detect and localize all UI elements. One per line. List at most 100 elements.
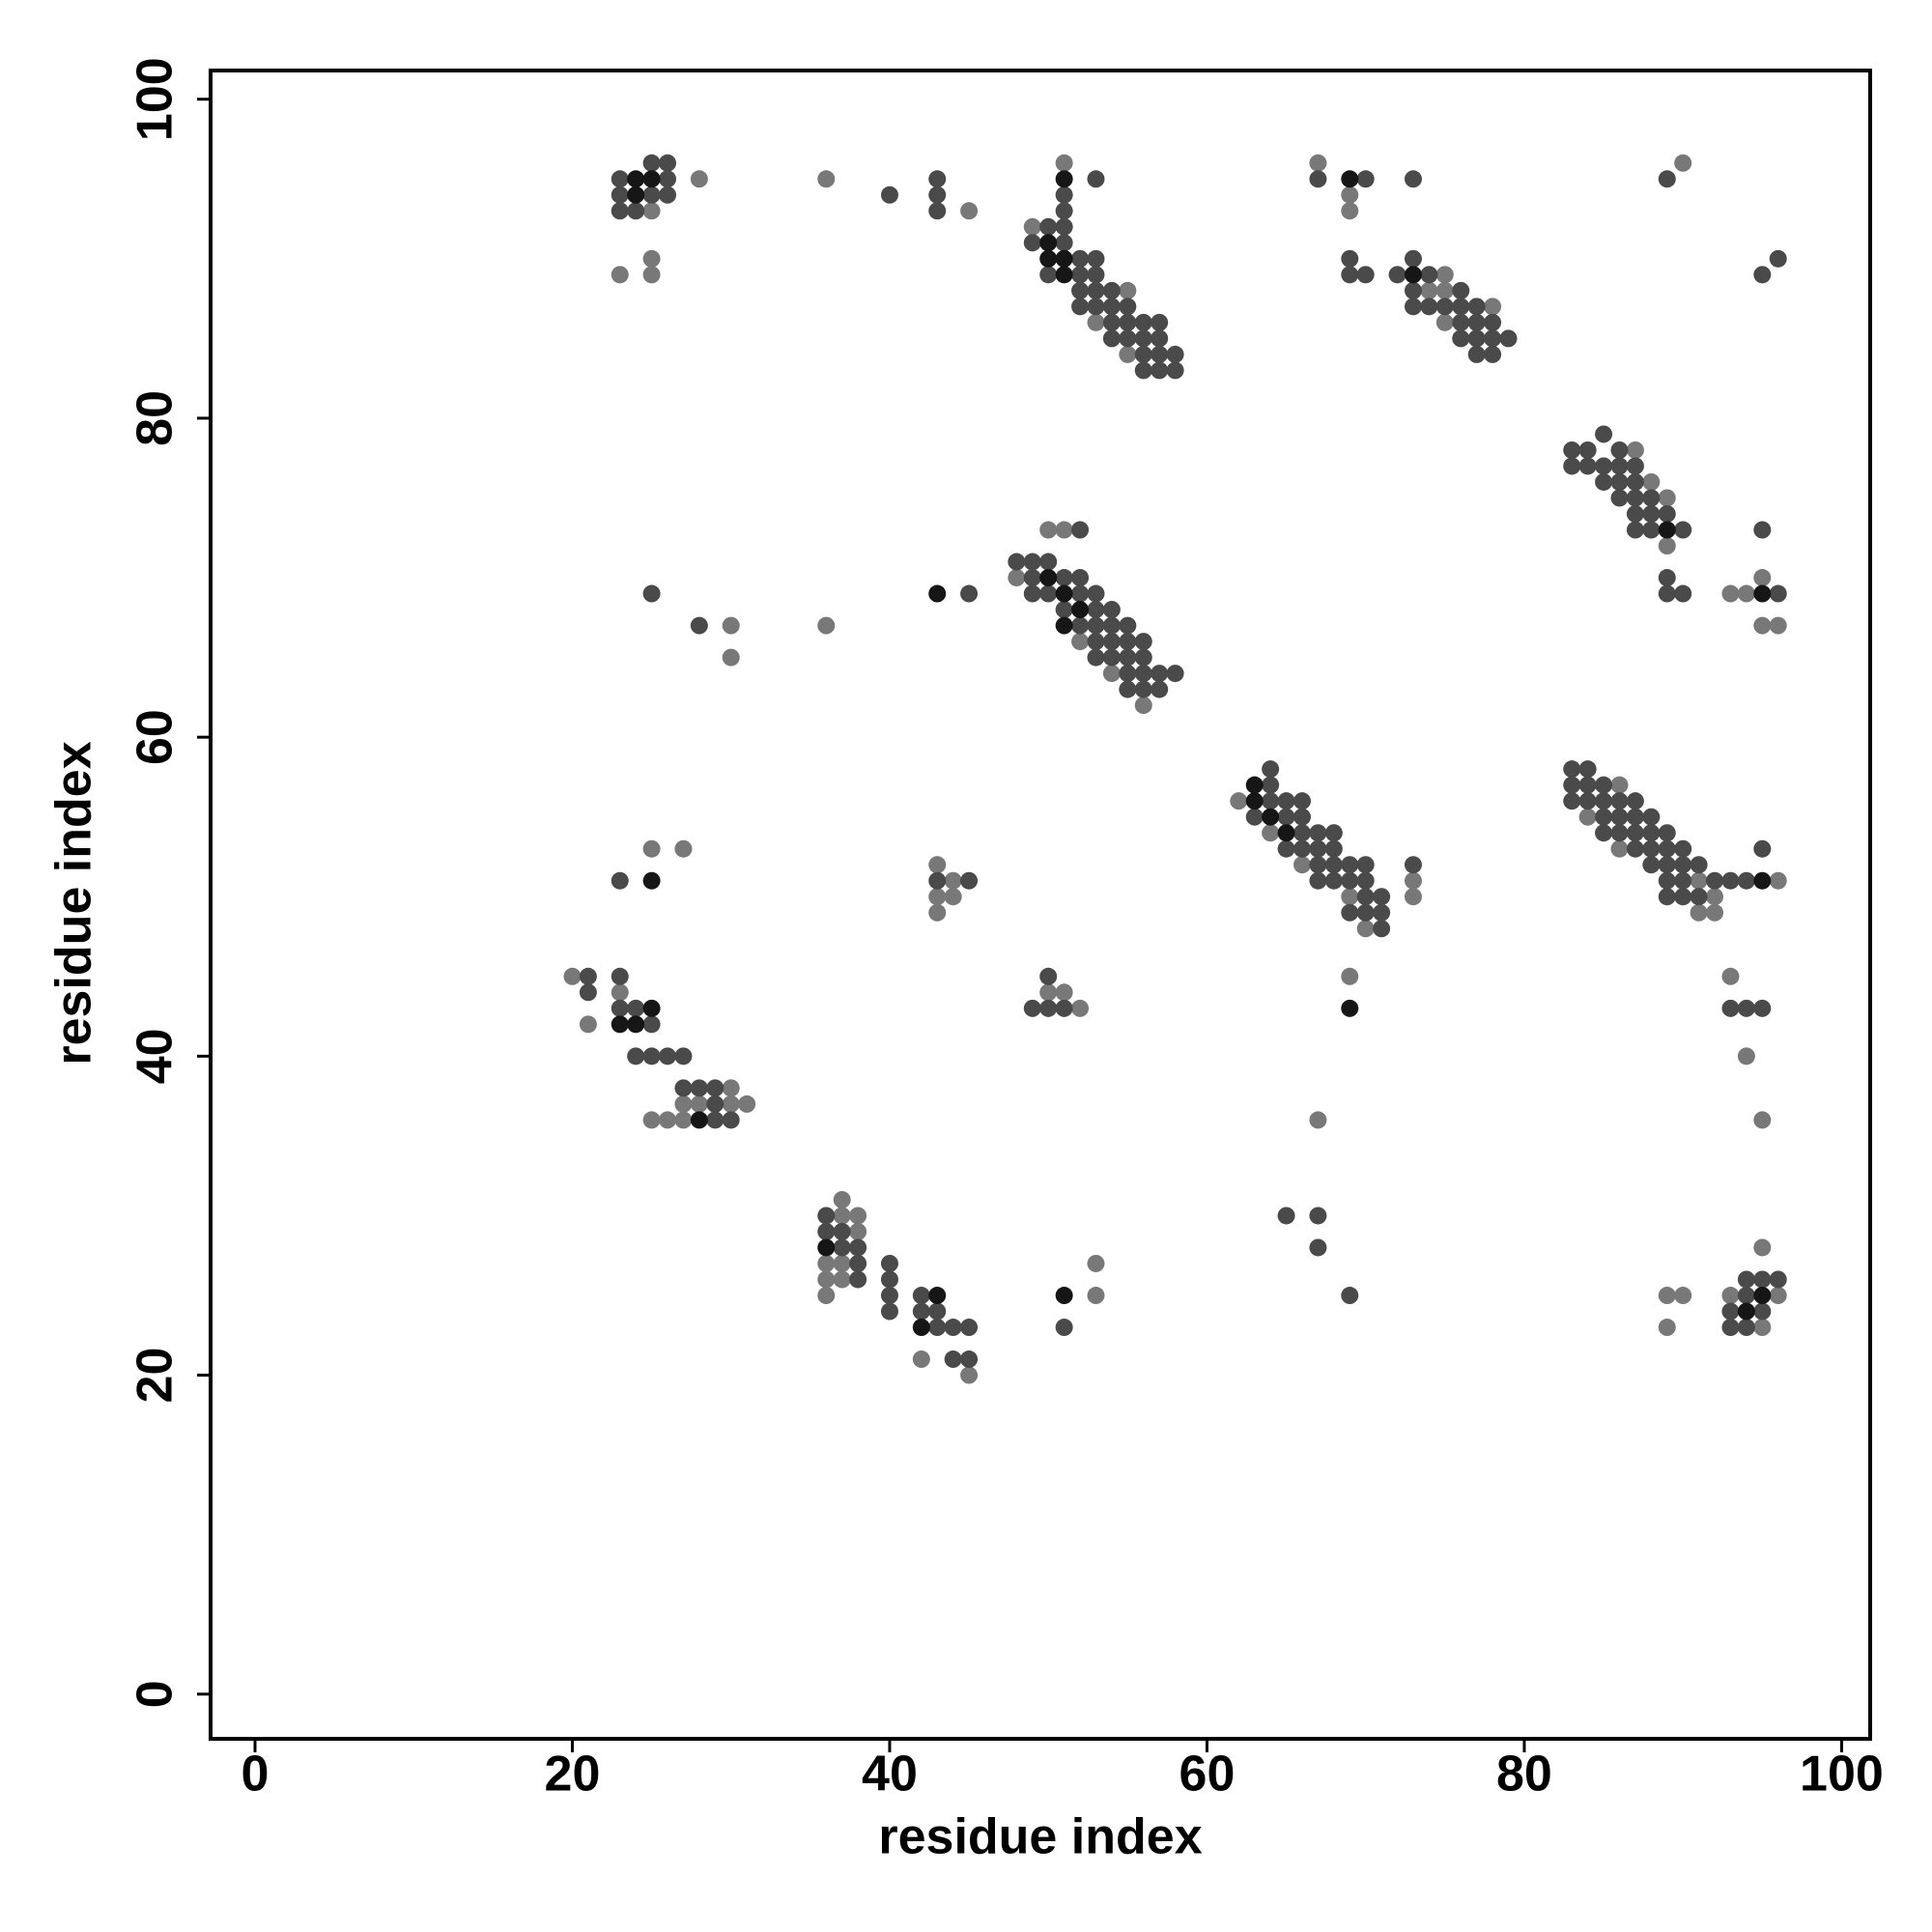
point bbox=[1008, 553, 1026, 571]
point bbox=[1293, 808, 1312, 826]
point bbox=[1674, 839, 1692, 858]
point bbox=[1563, 760, 1581, 779]
point bbox=[1356, 266, 1375, 284]
point bbox=[1087, 266, 1105, 284]
point bbox=[849, 1222, 867, 1240]
point bbox=[1753, 521, 1772, 539]
point bbox=[1642, 521, 1661, 539]
point bbox=[1039, 249, 1058, 268]
point bbox=[1404, 249, 1422, 268]
point bbox=[659, 154, 677, 172]
point bbox=[1674, 871, 1692, 890]
point bbox=[1341, 871, 1359, 890]
point bbox=[1578, 457, 1597, 475]
point bbox=[1642, 472, 1661, 491]
point bbox=[1324, 871, 1343, 890]
point bbox=[1626, 472, 1644, 491]
point bbox=[1658, 537, 1676, 555]
point bbox=[1230, 792, 1248, 810]
point bbox=[1309, 839, 1327, 858]
point bbox=[690, 170, 708, 188]
point bbox=[1023, 584, 1041, 603]
point bbox=[1610, 489, 1629, 507]
point bbox=[1087, 313, 1105, 331]
point bbox=[1341, 1287, 1359, 1305]
point bbox=[833, 1270, 851, 1289]
point bbox=[1087, 1254, 1105, 1272]
series bbox=[563, 154, 1787, 1384]
point bbox=[1626, 792, 1644, 810]
plot-frame bbox=[209, 69, 1872, 1741]
point bbox=[1039, 266, 1058, 284]
point bbox=[849, 1270, 867, 1289]
point bbox=[1324, 856, 1343, 874]
point bbox=[579, 1015, 597, 1034]
point bbox=[611, 266, 629, 284]
point bbox=[1467, 329, 1486, 348]
point bbox=[1610, 472, 1629, 491]
point bbox=[1356, 920, 1375, 938]
point bbox=[1690, 888, 1708, 906]
point bbox=[1262, 776, 1280, 794]
point bbox=[1055, 1319, 1073, 1337]
point bbox=[1055, 266, 1073, 284]
point bbox=[659, 1111, 677, 1129]
point bbox=[611, 185, 629, 204]
point bbox=[1102, 633, 1121, 651]
point bbox=[1134, 680, 1152, 698]
point bbox=[1341, 249, 1359, 268]
point bbox=[1753, 584, 1772, 603]
point bbox=[849, 1238, 867, 1257]
point bbox=[1262, 792, 1280, 810]
point bbox=[1626, 808, 1644, 826]
point bbox=[1277, 824, 1295, 842]
point bbox=[1595, 425, 1613, 443]
point bbox=[1769, 249, 1787, 268]
point bbox=[1467, 345, 1486, 363]
point bbox=[1452, 329, 1470, 348]
point bbox=[1087, 648, 1105, 667]
point bbox=[1341, 266, 1359, 284]
point bbox=[1071, 633, 1090, 651]
point bbox=[1690, 856, 1708, 874]
point bbox=[1008, 569, 1026, 587]
point bbox=[817, 1222, 836, 1240]
point bbox=[1404, 856, 1422, 874]
point bbox=[817, 170, 836, 188]
point bbox=[912, 1302, 930, 1321]
point bbox=[706, 1111, 724, 1129]
point bbox=[1039, 521, 1058, 539]
point bbox=[1055, 999, 1073, 1017]
point bbox=[1102, 313, 1121, 331]
point bbox=[611, 170, 629, 188]
point bbox=[1119, 329, 1137, 348]
x-axis-label: residue index bbox=[878, 1809, 1202, 1865]
point bbox=[1658, 521, 1676, 539]
point bbox=[1721, 584, 1740, 603]
point bbox=[1071, 521, 1090, 539]
point bbox=[1658, 504, 1676, 523]
point bbox=[1102, 601, 1121, 619]
point bbox=[1134, 313, 1152, 331]
point bbox=[1578, 792, 1597, 810]
point bbox=[1721, 1302, 1740, 1321]
point bbox=[1753, 871, 1772, 890]
point bbox=[833, 1254, 851, 1272]
x-tick-label: 100 bbox=[1800, 1747, 1884, 1803]
point bbox=[642, 154, 661, 172]
x-tick-label: 60 bbox=[1179, 1747, 1236, 1803]
point bbox=[1341, 856, 1359, 874]
point bbox=[1373, 888, 1391, 906]
point bbox=[1134, 665, 1152, 683]
point bbox=[833, 1207, 851, 1225]
point bbox=[611, 1015, 629, 1034]
point bbox=[944, 1319, 962, 1337]
point bbox=[1023, 217, 1041, 236]
point bbox=[1595, 792, 1613, 810]
point bbox=[1166, 345, 1184, 363]
point bbox=[1102, 329, 1121, 348]
point bbox=[1595, 824, 1613, 842]
point bbox=[1102, 281, 1121, 299]
point bbox=[579, 983, 597, 1002]
point bbox=[912, 1350, 930, 1369]
